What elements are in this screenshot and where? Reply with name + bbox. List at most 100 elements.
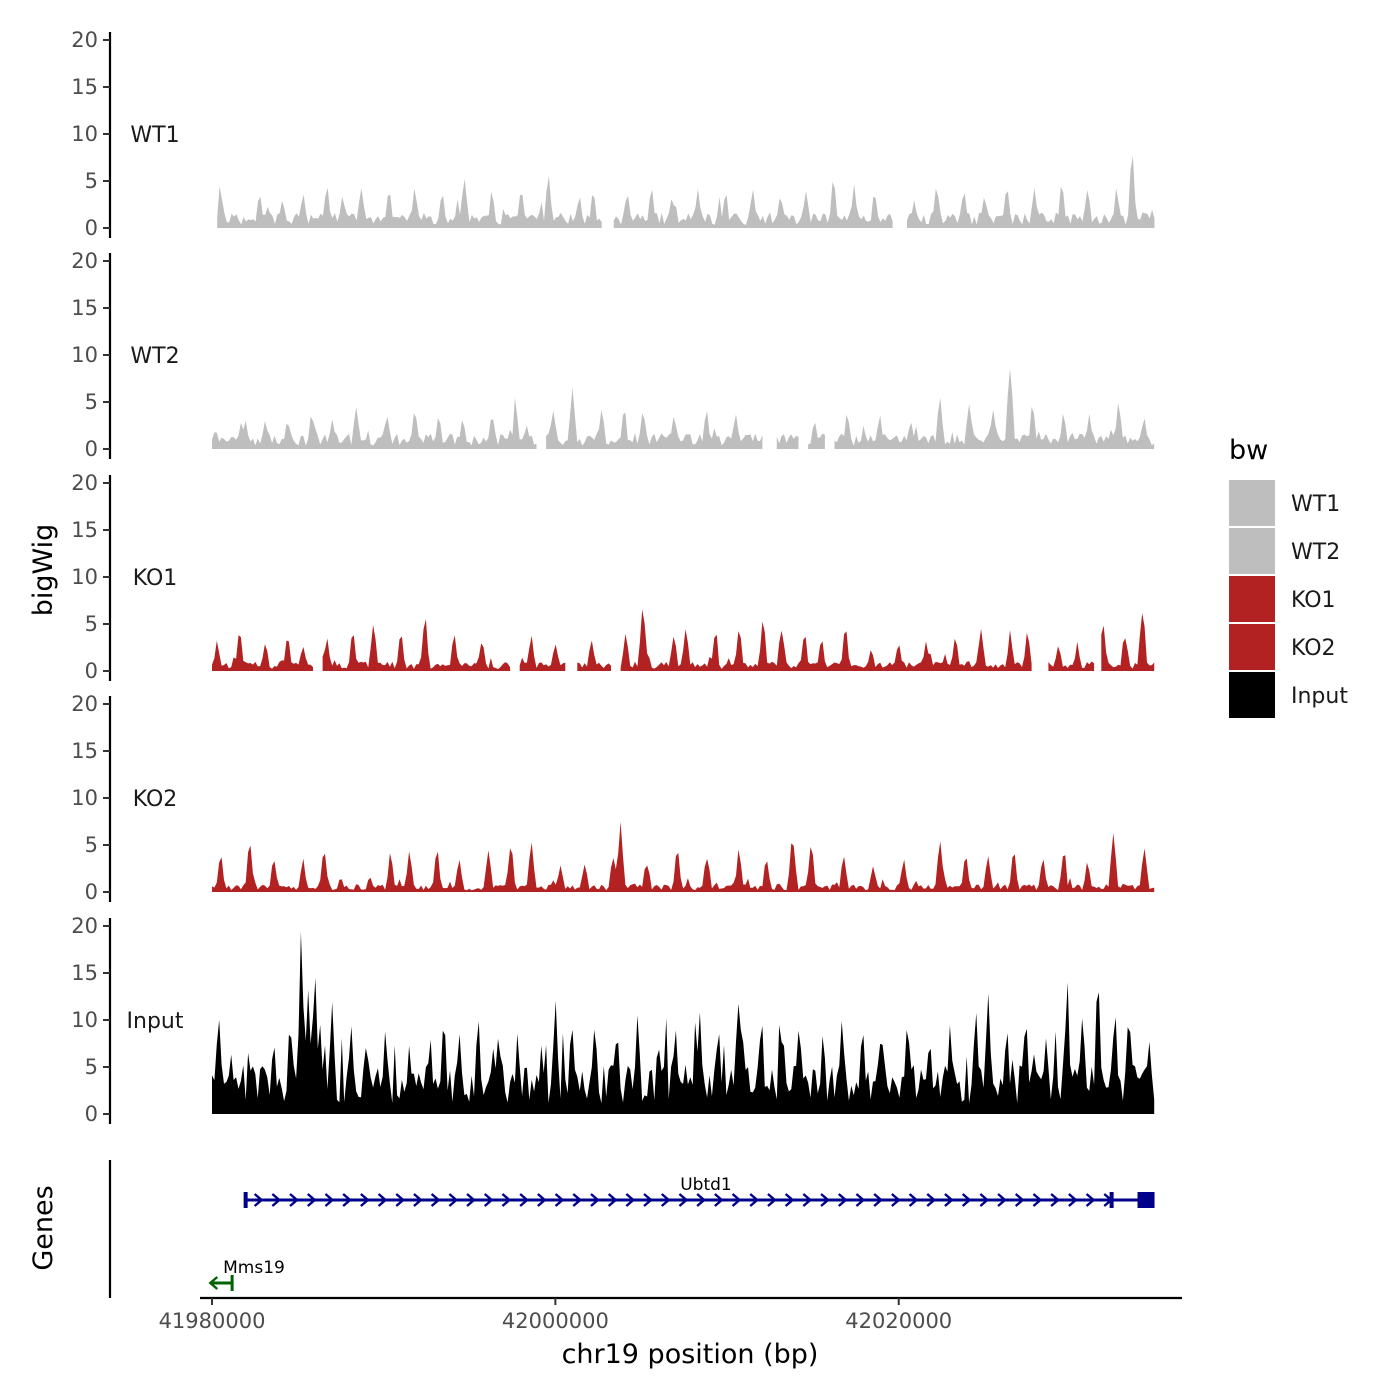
gene-strand-arrow [430, 1193, 441, 1207]
gene-strand-arrow [208, 1276, 219, 1290]
signal-area [519, 635, 566, 671]
gene-ubtd1-label: Ubtd1 [680, 1175, 732, 1195]
gene-strand-arrow [1085, 1193, 1096, 1207]
y-tick-label: 5 [85, 169, 98, 193]
signal-area [1048, 641, 1095, 671]
gene-strand-arrow [466, 1193, 476, 1207]
gene-strand-arrow [802, 1193, 813, 1207]
gene-strand-arrow [1050, 1193, 1060, 1207]
signal-area [907, 156, 1155, 228]
gene-strand-arrow [289, 1193, 299, 1207]
y-tick-label: 0 [85, 1102, 98, 1126]
signal-area [620, 609, 1032, 671]
signal-area [212, 635, 313, 671]
legend-swatch-ko1 [1229, 576, 1275, 622]
y-tick-label: 20 [71, 471, 98, 495]
gene-strand-arrow [714, 1193, 724, 1207]
y-tick-label: 15 [71, 75, 98, 99]
legend-swatch-wt2 [1229, 528, 1275, 574]
y-tick-label: 5 [85, 612, 98, 636]
gene-strand-arrow [519, 1193, 529, 1207]
gene-strand-arrow [483, 1193, 494, 1207]
y-tick-label: 20 [71, 28, 98, 52]
gene-strand-arrow [696, 1193, 706, 1207]
gene-strand-arrow [837, 1193, 848, 1207]
gene-strand-arrow [908, 1193, 919, 1207]
gene-strand-arrow [413, 1193, 423, 1207]
signal-area [1101, 613, 1155, 671]
gene-strand-arrow [1032, 1193, 1043, 1207]
gene-strand-arrow [1014, 1193, 1025, 1207]
gene-strand-arrow [554, 1193, 565, 1207]
gene-strand-arrow [271, 1193, 282, 1207]
track-wt2: 0 5 10 15 20 WT2 [71, 249, 1155, 461]
legend-label-ko1: KO1 [1291, 588, 1336, 613]
signal-area [212, 931, 1155, 1114]
x-axis-title: chr19 position (bp) [562, 1339, 819, 1370]
legend-label-wt1: WT1 [1291, 492, 1340, 517]
y-tick-label: 20 [71, 249, 98, 273]
gene-strand-arrow [660, 1193, 671, 1207]
signal-area [322, 619, 511, 671]
y-tick-label: 10 [71, 786, 98, 810]
signal-area [808, 422, 825, 449]
y-tick-label: 10 [71, 565, 98, 589]
gene-strand-arrow [607, 1193, 618, 1207]
signal-area [212, 821, 1155, 892]
x-tick-label: 41980000 [159, 1309, 266, 1333]
track-input: 0 5 10 15 20 Input [71, 914, 1155, 1126]
y-tick-label: 10 [71, 122, 98, 146]
gene-strand-arrow [855, 1193, 866, 1207]
gene-strand-arrow [625, 1193, 636, 1207]
y-tick-label: 10 [71, 1008, 98, 1032]
gene-strand-arrow [731, 1193, 742, 1207]
legend-swatch-input [1229, 672, 1275, 718]
legend: bw WT1 WT2 KO1 KO2 Input [1229, 435, 1348, 718]
y-tick-label: 15 [71, 296, 98, 320]
signal-area [217, 176, 602, 228]
track-label: WT2 [130, 344, 179, 369]
signal-area [613, 182, 893, 228]
gene-strand-arrow [944, 1193, 954, 1207]
gene-strand-arrow [572, 1193, 583, 1207]
gene-strand-arrow [891, 1193, 901, 1207]
x-tick-label: 42020000 [845, 1309, 952, 1333]
track-label: Input [127, 1009, 184, 1034]
gene-exon [230, 1275, 234, 1291]
gene-strand-arrow [784, 1193, 795, 1207]
legend-label-wt2: WT2 [1291, 540, 1340, 565]
gene-strand-arrow [306, 1193, 317, 1207]
gene-annotation-panel: Ubtd1 Mms19 [108, 1160, 1155, 1298]
y-axis-title: bigWig [28, 524, 59, 617]
y-tick-label: 5 [85, 833, 98, 857]
gene-ubtd1: Ubtd1 [243, 1175, 1155, 1208]
y-tick-label: 15 [71, 739, 98, 763]
gene-strand-arrow [501, 1193, 512, 1207]
gene-strand-arrow [253, 1193, 264, 1207]
signal-area [834, 368, 1155, 449]
legend-label-ko2: KO2 [1291, 636, 1336, 661]
signal-area [546, 387, 763, 449]
gene-strand-arrow [997, 1193, 1007, 1207]
gene-strand-arrow [395, 1193, 406, 1207]
legend-swatch-ko2 [1229, 624, 1275, 670]
track-wt1: 0 5 10 15 20 WT1 [71, 28, 1155, 240]
y-tick-label: 20 [71, 692, 98, 716]
y-tick-label: 15 [71, 518, 98, 542]
gene-strand-arrow [448, 1193, 459, 1207]
gene-strand-arrow [324, 1193, 335, 1207]
track-label: WT1 [130, 123, 179, 148]
signal-area [776, 434, 799, 449]
genes-panel-title: Genes [28, 1185, 59, 1270]
y-tick-label: 0 [85, 659, 98, 683]
gene-exon [1109, 1192, 1114, 1208]
gene-strand-arrow [979, 1193, 990, 1207]
track-label: KO2 [133, 787, 178, 812]
gene-strand-arrow [767, 1193, 777, 1207]
gene-exon-terminal [1137, 1192, 1155, 1208]
y-tick-label: 5 [85, 390, 98, 414]
y-tick-label: 0 [85, 880, 98, 904]
gene-strand-arrow [749, 1193, 760, 1207]
